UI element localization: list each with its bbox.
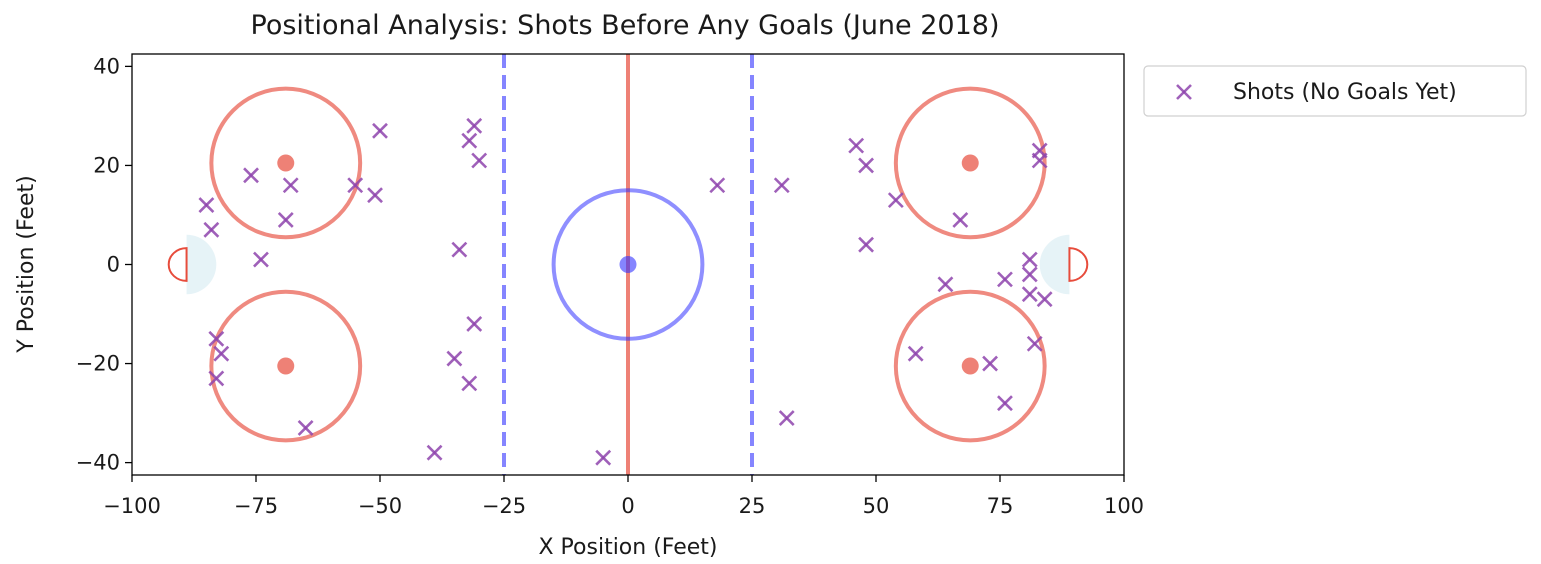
legend: Shots (No Goals Yet) [1143,65,1527,117]
shot-point [773,177,790,194]
y-tick-label: −20 [76,352,120,376]
x-tick-label: 25 [739,494,766,518]
center-faceoff-dot [619,256,637,273]
x-axis-label: X Position (Feet) [538,535,717,560]
shot-point [253,251,269,268]
shot-point [282,177,299,194]
shot-point [208,330,225,347]
shot-point [372,122,388,139]
legend-marker-x [1176,84,1192,100]
shot-markers [198,117,1053,466]
shot-point [243,167,259,184]
shot-point [213,345,230,362]
x-tick-label: −100 [103,494,161,518]
goal-net [167,247,188,282]
faceoff-dot [961,357,979,375]
shot-point [858,157,874,174]
x-tick-label: −25 [482,494,526,518]
shot-point [1021,251,1038,268]
x-tick-label: −50 [358,494,402,518]
shot-point [198,197,215,213]
rink-markings [167,54,1089,475]
y-axis-ticks: −40 −20 0 20 40 [76,54,132,475]
shot-point [471,152,488,169]
faceoff-dot [961,154,979,172]
shot-point [907,345,924,362]
x-tick-label: 100 [1104,494,1144,518]
shot-point [367,187,383,204]
center-circle [551,188,705,341]
y-tick-label: 20 [93,153,120,177]
chart-title: Positional Analysis: Shots Before Any Go… [251,10,1000,41]
shot-point [426,444,443,461]
goal-crease [186,234,217,295]
faceoff-dot [277,154,295,172]
shot-point [997,271,1013,288]
goal-crease [1039,234,1070,295]
shot-point [297,420,314,436]
shot-point [466,117,483,134]
shot-point [997,395,1013,412]
shot-point [887,192,904,209]
shot-point [446,350,463,367]
x-tick-label: 0 [621,494,634,518]
x-tick-label: 50 [863,494,890,518]
shot-point [848,137,865,154]
y-axis-label: Y Position (Feet) [14,175,39,353]
shot-point [347,177,364,194]
faceoff-dot [277,357,295,375]
shot-point [466,316,483,332]
y-tick-label: −40 [76,451,120,475]
faceoff-circle [209,289,363,443]
shot-point [1026,335,1043,352]
shot-point [952,212,969,228]
shot-point [937,276,954,293]
shot-point [595,449,612,466]
faceoff-circle [209,86,363,240]
shot-point [208,370,225,387]
legend-x-marker [1176,84,1192,100]
x-tick-label: −75 [234,494,278,518]
legend-label: Shots (No Goals Yet) [1233,80,1457,105]
shot-point [277,212,294,228]
shot-point [203,221,220,238]
shot-point [461,132,478,149]
faceoff-circle [893,289,1047,443]
x-tick-label: 75 [987,494,1014,518]
y-tick-label: 40 [93,54,120,78]
legend-box [1143,65,1527,117]
faceoff-circle [893,86,1047,240]
shot-point [1031,152,1048,169]
shot-point [982,355,998,372]
shot-point [451,241,468,258]
shot-point [1021,286,1038,303]
shot-point [778,410,795,426]
shot-point [709,177,726,194]
shot-point [1021,266,1038,283]
x-axis-ticks: −100 −75 −50 −25 0 25 50 75 100 [103,475,1144,518]
shot-point [1036,291,1053,308]
y-tick-label: 0 [107,253,120,277]
shot-point [461,375,478,392]
goal-net [1068,247,1089,282]
shot-point [858,236,874,253]
